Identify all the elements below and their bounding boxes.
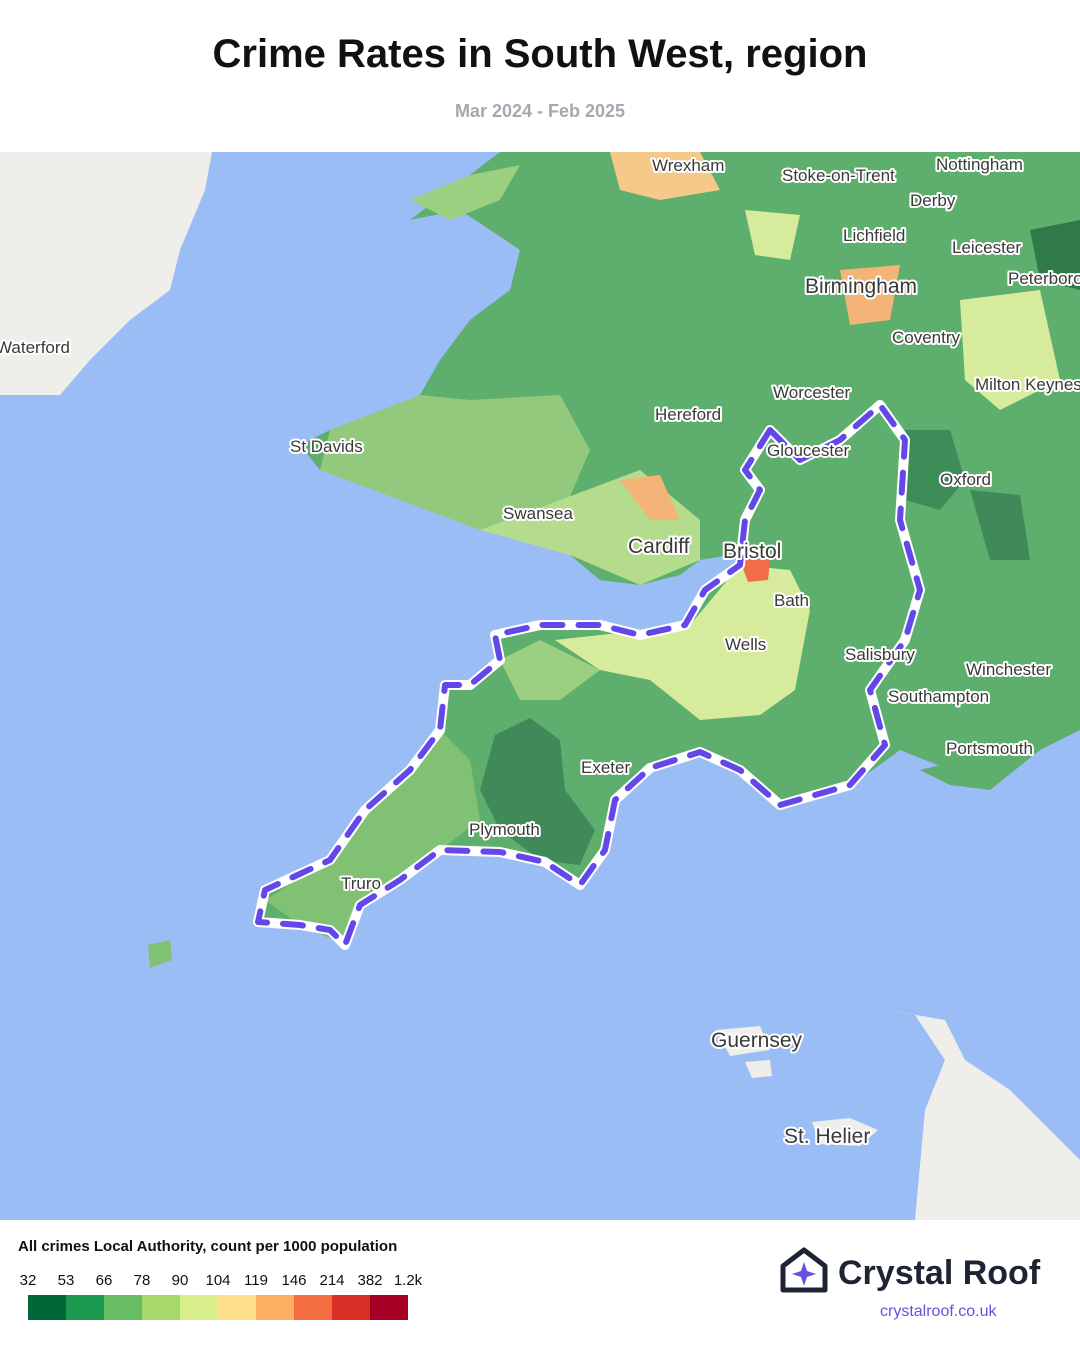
region-boundary <box>253 400 925 950</box>
place-label: Coventry <box>892 328 961 347</box>
place-label: Southampton <box>888 687 989 706</box>
legend-tick-label: 382 <box>357 1272 382 1289</box>
land-guernsey <box>716 1026 770 1056</box>
place-label: Bristol <box>723 540 781 563</box>
place-label: Wells <box>725 635 766 654</box>
color-swatch <box>104 1295 142 1320</box>
place-label: Nottingham <box>936 155 1023 174</box>
color-swatch <box>332 1295 370 1320</box>
place-label: Oxford <box>940 470 991 489</box>
place-label: Guernsey <box>711 1029 803 1052</box>
brand-logo <box>780 1247 828 1293</box>
brand-url: crystalroof.co.uk <box>880 1303 997 1320</box>
place-label: Stoke-on-Trent <box>782 166 895 185</box>
legend-tick-label: 32 <box>20 1272 37 1289</box>
place-label: St Davids <box>290 437 363 456</box>
place-label: Milton Keynes <box>975 375 1080 394</box>
land-area <box>620 475 680 520</box>
land-area <box>840 265 900 325</box>
color-swatch <box>66 1295 104 1320</box>
land-area <box>900 430 965 510</box>
place-label: Leicester <box>952 238 1021 257</box>
land-area <box>410 165 520 220</box>
color-swatch <box>256 1295 294 1320</box>
place-label: Peterborough <box>1008 269 1080 288</box>
subtitle: Mar 2024 - Feb 2025 <box>454 101 626 121</box>
map: Wrexham Stoke-on-Trent Nottingham Derby … <box>0 152 1080 1220</box>
land-area <box>148 940 172 968</box>
title: Crime Rates in South West, region <box>212 32 868 76</box>
place-label: Worcester <box>773 383 850 402</box>
land-area <box>740 560 770 582</box>
place-label: Cardiff <box>628 535 690 558</box>
legend-tick-label: 53 <box>58 1272 75 1289</box>
legend: All crimes Local Authority, count per 10… <box>18 1238 423 1320</box>
place-label: Derby <box>910 191 956 210</box>
place-label: Hereford <box>655 405 721 424</box>
place-label: Birmingham <box>805 275 917 298</box>
color-swatch <box>28 1295 66 1320</box>
place-label: Gloucester <box>767 441 850 460</box>
color-swatch <box>370 1295 408 1320</box>
land-area <box>1030 220 1080 290</box>
legend-tick-label: 146 <box>281 1272 306 1289</box>
land-ireland <box>0 152 212 395</box>
legend-tick-label: 1.2k <box>394 1272 423 1289</box>
legend-tick-label: 214 <box>319 1272 344 1289</box>
place-label: Winchester <box>966 660 1051 679</box>
land-area <box>745 210 800 260</box>
land-area <box>500 640 600 700</box>
land-area <box>555 565 810 720</box>
land-jersey <box>812 1118 878 1146</box>
place-label: Plymouth <box>469 820 540 839</box>
color-swatch <box>218 1295 256 1320</box>
place-label: Lichfield <box>843 226 905 245</box>
land-sark <box>745 1060 772 1078</box>
place-label: Waterford <box>0 338 70 357</box>
land-area <box>970 490 1030 560</box>
place-label: Exeter <box>581 758 630 777</box>
color-swatch <box>294 1295 332 1320</box>
place-label: Portsmouth <box>946 739 1033 758</box>
land-france <box>858 1005 1080 1220</box>
land-area <box>480 718 595 865</box>
legend-tick-label: 119 <box>244 1272 268 1289</box>
land-area <box>320 395 590 530</box>
land-area <box>920 760 1000 790</box>
land-area <box>960 290 1060 410</box>
place-label: Truro <box>341 874 381 893</box>
legend-tick-label: 78 <box>134 1272 151 1289</box>
brand-name: Crystal Roof <box>838 1254 1041 1292</box>
legend-tick-label: 104 <box>205 1272 230 1289</box>
place-label: Swansea <box>503 504 573 523</box>
legend-tick-label: 66 <box>96 1272 113 1289</box>
place-labels: Wrexham Stoke-on-Trent Nottingham Derby … <box>0 153 1080 1150</box>
place-label: St. Helier <box>784 1125 870 1148</box>
color-swatch <box>180 1295 218 1320</box>
legend-tick-label: 90 <box>172 1272 189 1289</box>
place-label: Bath <box>774 591 809 610</box>
color-swatch <box>142 1295 180 1320</box>
land-area <box>265 730 480 945</box>
place-label: Salisbury <box>845 645 915 664</box>
legend-title: All crimes Local Authority, count per 10… <box>18 1238 397 1255</box>
land-area <box>610 152 720 200</box>
place-label: Wrexham <box>652 156 724 175</box>
